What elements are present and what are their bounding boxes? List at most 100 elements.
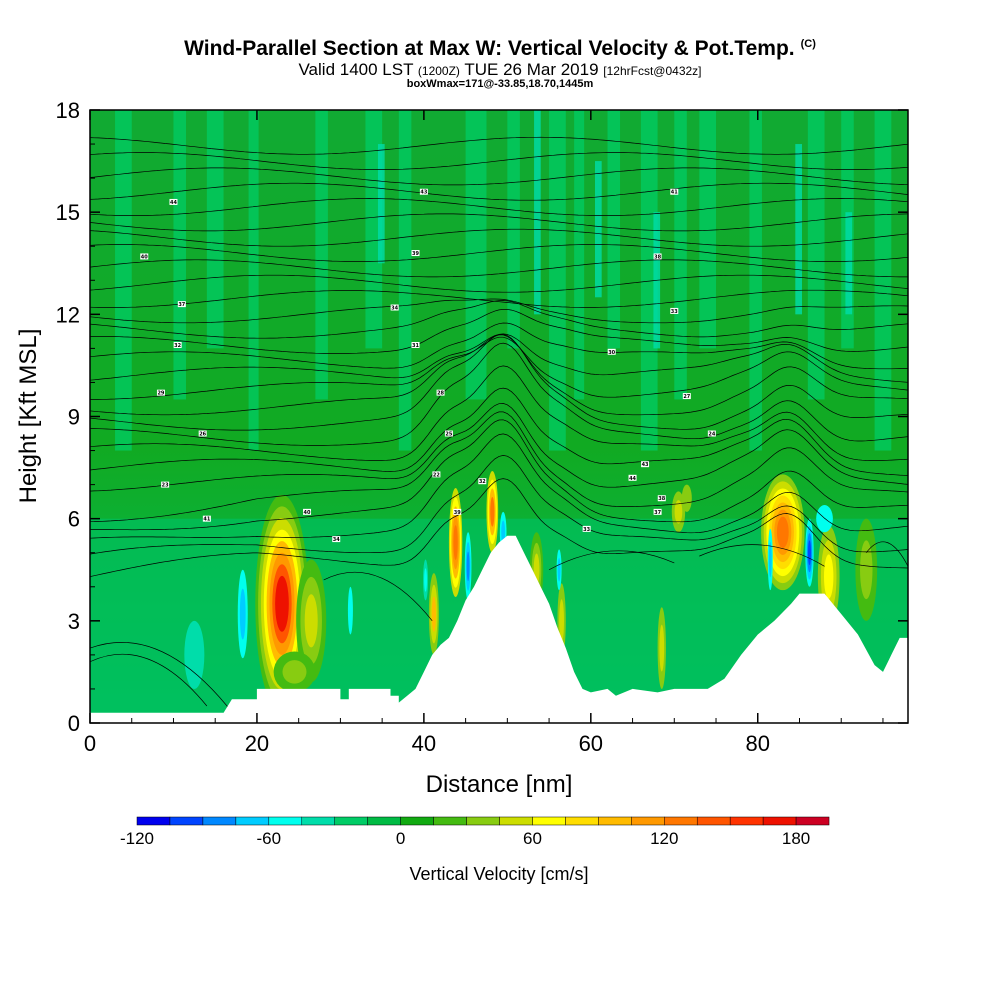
svg-text:37: 37 bbox=[178, 302, 185, 308]
contour-label: 32 bbox=[173, 341, 182, 349]
contour-label: 34 bbox=[332, 536, 341, 543]
velocity-cell bbox=[659, 624, 665, 672]
field-streak bbox=[874, 110, 892, 451]
svg-text:44: 44 bbox=[629, 476, 636, 482]
field-streak bbox=[206, 110, 224, 349]
x-tick-label: 20 bbox=[245, 731, 269, 756]
svg-text:38: 38 bbox=[658, 496, 665, 502]
velocity-cell bbox=[184, 620, 205, 689]
svg-text:23: 23 bbox=[162, 483, 169, 489]
contour-label: 38 bbox=[657, 495, 666, 502]
theta-contour bbox=[90, 136, 908, 155]
svg-text:33: 33 bbox=[671, 309, 678, 315]
field-streak bbox=[173, 110, 186, 400]
colorbar-swatch bbox=[696, 816, 731, 826]
theta-contour bbox=[90, 387, 908, 476]
velocity-cell bbox=[282, 660, 307, 684]
field-streak bbox=[795, 144, 802, 315]
colorbar-swatch bbox=[136, 816, 171, 826]
contour-label: 28 bbox=[436, 389, 445, 397]
contour-label: 33 bbox=[582, 525, 591, 533]
velocity-cell bbox=[501, 520, 506, 545]
theta-contour bbox=[90, 167, 908, 186]
svg-text:33: 33 bbox=[583, 527, 590, 533]
colorbar-swatch bbox=[532, 816, 566, 826]
theta-contour bbox=[90, 289, 908, 308]
y-axis-label: Height [Kft MSL] bbox=[15, 329, 42, 504]
field-streak bbox=[607, 110, 621, 349]
contour-label: 41 bbox=[670, 188, 679, 196]
velocity-cell bbox=[347, 586, 353, 635]
svg-text:40: 40 bbox=[141, 254, 148, 260]
colorbar-swatch bbox=[664, 816, 698, 826]
chart-subtitle: Valid 1400 LST (1200Z) TUE 26 Mar 2019 [… bbox=[298, 60, 702, 79]
theta-contour bbox=[90, 298, 908, 324]
colorbar-swatch bbox=[301, 816, 335, 826]
svg-text:34: 34 bbox=[391, 306, 398, 312]
theta-contour bbox=[90, 342, 908, 446]
title-mark: (C) bbox=[800, 38, 816, 50]
contour-label: 34 bbox=[390, 304, 399, 312]
svg-text:26: 26 bbox=[199, 432, 206, 438]
velocity-cell bbox=[768, 541, 772, 578]
colorbar-label: -60 bbox=[257, 829, 282, 848]
svg-text:41: 41 bbox=[203, 517, 210, 523]
theta-contour bbox=[90, 334, 908, 416]
svg-text:31: 31 bbox=[412, 343, 419, 349]
theta-contours: 44 43 41 40 39 38 37 34 33 32 31 30 29 28 27 26 25 24 23 22… bbox=[90, 136, 908, 723]
theta-contour bbox=[90, 641, 241, 723]
velocity-cell bbox=[453, 525, 458, 560]
y-tick-label: 18 bbox=[56, 98, 80, 123]
colorbar-swatch bbox=[466, 816, 500, 826]
svg-text:39: 39 bbox=[454, 510, 461, 516]
velocity-cell bbox=[490, 497, 495, 527]
svg-text:32: 32 bbox=[479, 479, 486, 485]
svg-text:22: 22 bbox=[433, 472, 440, 478]
svg-text:37: 37 bbox=[654, 510, 661, 516]
contour-label: 24 bbox=[707, 430, 716, 438]
svg-text:40: 40 bbox=[304, 510, 311, 516]
velocity-cell bbox=[860, 540, 873, 600]
theta-contour bbox=[90, 403, 908, 492]
svg-text:27: 27 bbox=[683, 394, 690, 400]
colorbar-swatch bbox=[202, 816, 237, 826]
theta-contour bbox=[548, 550, 675, 571]
velocity-cell bbox=[559, 599, 565, 643]
contour-label: 31 bbox=[411, 341, 420, 349]
theta-contour bbox=[90, 309, 908, 354]
colorbar-label: 0 bbox=[396, 829, 405, 848]
x-axis-label: Distance [nm] bbox=[426, 771, 573, 798]
theta-contour bbox=[90, 478, 908, 577]
y-tick-label: 9 bbox=[68, 405, 80, 430]
velocity-cell bbox=[807, 540, 812, 566]
contour-label: 27 bbox=[682, 393, 691, 400]
contour-label: 44 bbox=[169, 198, 178, 206]
contour-label: 30 bbox=[607, 348, 616, 356]
contour-label: 40 bbox=[303, 508, 312, 516]
theta-contour bbox=[90, 419, 908, 531]
contour-label: 23 bbox=[161, 481, 170, 489]
velocity-cell bbox=[674, 500, 683, 524]
contour-label: 39 bbox=[453, 508, 462, 516]
colorbar-swatch bbox=[631, 816, 665, 826]
colorbar-swatch bbox=[565, 816, 599, 826]
velocity-cell bbox=[239, 588, 246, 640]
theta-contour bbox=[90, 228, 908, 247]
theta-contour bbox=[90, 365, 908, 461]
theta-contour bbox=[323, 571, 433, 622]
colorbar-swatch bbox=[598, 816, 632, 826]
colorbar-label: 60 bbox=[523, 829, 542, 848]
svg-text:39: 39 bbox=[412, 251, 419, 257]
colorbar-swatch bbox=[235, 816, 270, 826]
field-streak bbox=[377, 144, 385, 264]
theta-contour bbox=[90, 244, 908, 262]
colorbar-swatch bbox=[268, 816, 303, 826]
chart-title: Wind-Parallel Section at Max W: Vertical… bbox=[184, 37, 816, 60]
velocity-cell bbox=[557, 558, 561, 582]
theta-contour bbox=[90, 152, 908, 170]
y-tick-label: 15 bbox=[56, 200, 80, 225]
contour-label: 29 bbox=[156, 389, 165, 397]
colorbar-swatch bbox=[367, 816, 401, 826]
field-streak bbox=[845, 212, 853, 315]
svg-text:24: 24 bbox=[708, 432, 715, 438]
